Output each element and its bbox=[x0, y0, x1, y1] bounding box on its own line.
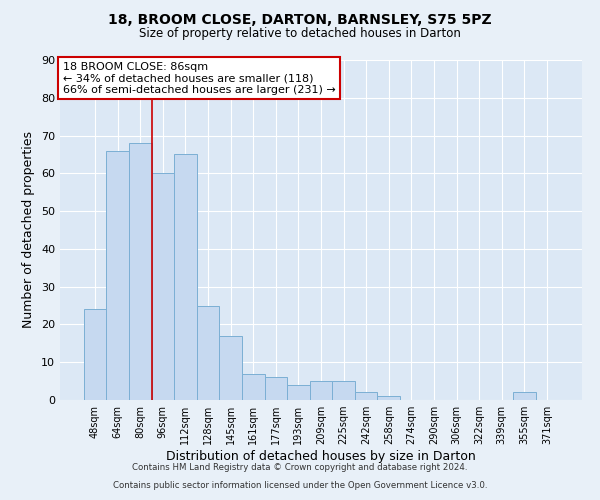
Text: Contains HM Land Registry data © Crown copyright and database right 2024.: Contains HM Land Registry data © Crown c… bbox=[132, 464, 468, 472]
Bar bbox=[265, 378, 287, 400]
Bar bbox=[332, 381, 355, 400]
Bar bbox=[220, 336, 242, 400]
Bar bbox=[377, 396, 400, 400]
Text: Contains public sector information licensed under the Open Government Licence v3: Contains public sector information licen… bbox=[113, 481, 487, 490]
Bar bbox=[197, 306, 220, 400]
Bar bbox=[287, 385, 310, 400]
Text: Size of property relative to detached houses in Darton: Size of property relative to detached ho… bbox=[139, 28, 461, 40]
Y-axis label: Number of detached properties: Number of detached properties bbox=[22, 132, 35, 328]
Bar bbox=[355, 392, 377, 400]
Text: 18 BROOM CLOSE: 86sqm
← 34% of detached houses are smaller (118)
66% of semi-det: 18 BROOM CLOSE: 86sqm ← 34% of detached … bbox=[62, 62, 335, 95]
Bar bbox=[174, 154, 197, 400]
Bar bbox=[106, 150, 129, 400]
X-axis label: Distribution of detached houses by size in Darton: Distribution of detached houses by size … bbox=[166, 450, 476, 463]
Bar bbox=[152, 174, 174, 400]
Bar bbox=[129, 143, 152, 400]
Bar bbox=[242, 374, 265, 400]
Bar bbox=[84, 310, 106, 400]
Bar bbox=[310, 381, 332, 400]
Text: 18, BROOM CLOSE, DARTON, BARNSLEY, S75 5PZ: 18, BROOM CLOSE, DARTON, BARNSLEY, S75 5… bbox=[108, 12, 492, 26]
Bar bbox=[513, 392, 536, 400]
